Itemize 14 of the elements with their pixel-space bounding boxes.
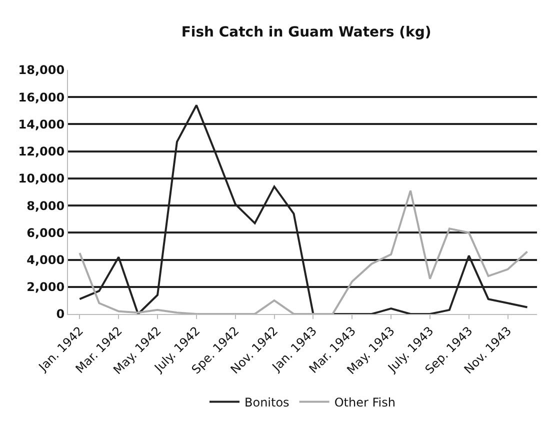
y-tick-label: 6,000: [26, 226, 65, 240]
y-tick-label: 18,000: [18, 63, 65, 78]
y-tick-label: 0: [56, 307, 65, 322]
y-tick-label: 12,000: [18, 144, 65, 159]
line-series: [78, 190, 528, 314]
y-tick-label: 8,000: [26, 198, 65, 213]
y-tick-label: 2,000: [26, 280, 65, 294]
y-tick-label: 10,000: [18, 172, 65, 186]
legend-label: Bonitos: [244, 395, 290, 410]
chart-title: Fish Catch in Guam Waters (kg): [181, 24, 432, 40]
y-tick-label: 4,000: [26, 252, 65, 267]
legend-label: Other Fish: [334, 395, 396, 410]
y-tick-label: 16,000: [18, 90, 65, 104]
y-tick-label: 14,000: [18, 117, 65, 132]
